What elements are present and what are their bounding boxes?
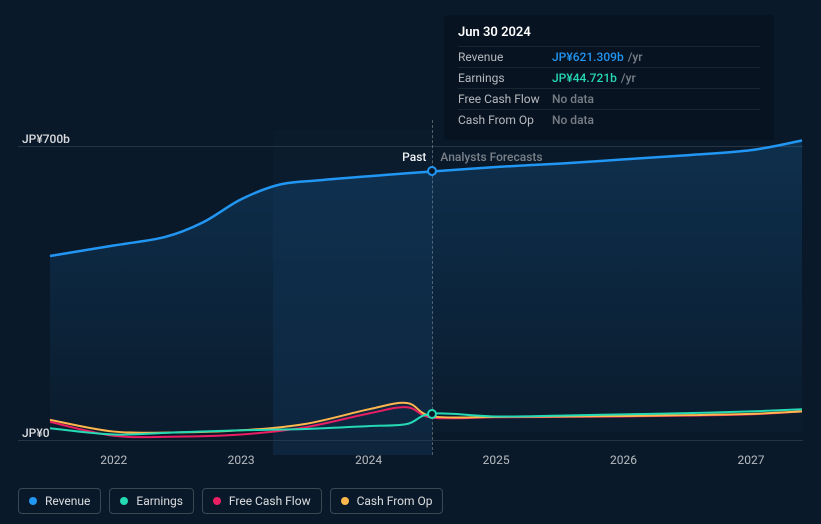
past-label: Past <box>402 150 426 164</box>
tooltip-label: Cash From Op <box>458 113 552 127</box>
legend-dot <box>29 497 37 505</box>
tooltip-row: Cash From OpNo data <box>458 109 760 130</box>
tooltip-row: EarningsJP¥44.721b/yr <box>458 67 760 88</box>
x-axis-label: 2025 <box>483 453 510 467</box>
legend-dot <box>341 497 349 505</box>
tooltip-value: JP¥621.309b/yr <box>552 50 643 64</box>
x-axis-label: 2023 <box>228 453 255 467</box>
tooltip-label: Earnings <box>458 71 552 85</box>
x-axis-label: 2022 <box>100 453 127 467</box>
y-axis-label: JP¥700b <box>22 132 70 146</box>
x-axis-label: 2027 <box>738 453 765 467</box>
legend-item-earnings[interactable]: Earnings <box>109 488 194 514</box>
legend-label: Earnings <box>136 494 183 508</box>
tooltip-suffix: /yr <box>628 50 643 64</box>
tooltip-row: RevenueJP¥621.309b/yr <box>458 46 760 67</box>
tooltip-date: Jun 30 2024 <box>458 25 760 46</box>
tooltip-value: JP¥44.721b/yr <box>552 71 636 85</box>
legend-item-cash-from-op[interactable]: Cash From Op <box>330 488 444 514</box>
chart-marker <box>427 166 437 176</box>
tooltip-label: Revenue <box>458 50 552 64</box>
chart-tooltip: Jun 30 2024 RevenueJP¥621.309b/yrEarning… <box>444 15 774 140</box>
x-axis-label: 2026 <box>610 453 637 467</box>
tooltip-row: Free Cash FlowNo data <box>458 88 760 109</box>
legend-item-revenue[interactable]: Revenue <box>18 488 101 514</box>
chart-legend: Revenue Earnings Free Cash Flow Cash From O… <box>18 488 443 514</box>
chart-marker <box>427 409 437 419</box>
legend-item-free-cash-flow[interactable]: Free Cash Flow <box>202 488 322 514</box>
legend-label: Cash From Op <box>357 494 433 508</box>
legend-dot <box>213 497 221 505</box>
x-axis-label: 2024 <box>355 453 382 467</box>
forecast-label: Analysts Forecasts <box>440 150 542 164</box>
tooltip-suffix: /yr <box>621 71 636 85</box>
financial-chart: JP¥700b JP¥0 2022 2023 2024 2025 2026 2027 Pas… <box>0 0 821 524</box>
legend-label: Revenue <box>45 494 90 508</box>
legend-label: Free Cash Flow <box>229 494 311 508</box>
tooltip-value: No data <box>552 92 598 106</box>
legend-dot <box>120 497 128 505</box>
tooltip-value: No data <box>552 113 598 127</box>
tooltip-label: Free Cash Flow <box>458 92 552 106</box>
y-axis-label: JP¥0 <box>22 426 50 440</box>
